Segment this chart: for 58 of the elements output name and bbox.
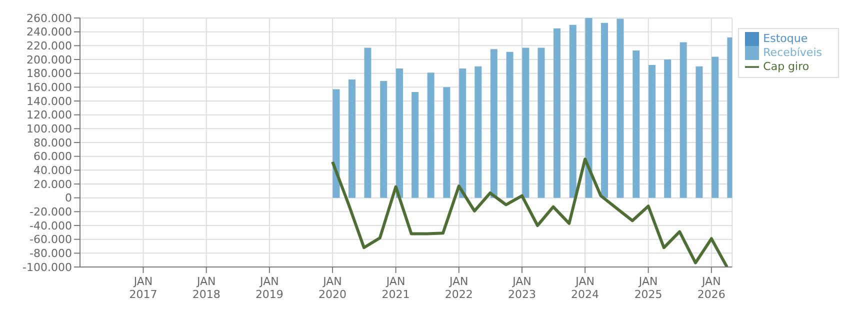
bar [680, 42, 687, 198]
bar [348, 80, 356, 198]
y-tick-label: 0 [65, 192, 72, 205]
bar [364, 48, 372, 198]
x-tick-label: JAN 2020 [318, 275, 347, 301]
y-tick-label: -40.000 [30, 219, 72, 232]
x-tick-label: JAN 2018 [192, 275, 220, 301]
bar [538, 48, 545, 198]
y-tick-label: -80.000 [30, 247, 72, 260]
bar [490, 49, 498, 198]
y-tick-label: 180.000 [26, 67, 72, 80]
bar [601, 22, 608, 198]
y-tick-label: -20.000 [30, 206, 72, 219]
y-tick-label: 220.000 [26, 40, 72, 53]
y-tick-label: 40.000 [34, 164, 72, 178]
x-tick-label: JAN 2017 [129, 275, 158, 301]
bar [569, 24, 576, 198]
legend-label: Estoque [763, 32, 808, 46]
bar [396, 68, 404, 198]
bar [332, 89, 340, 198]
y-tick-label: 240.000 [26, 26, 72, 39]
bar [506, 52, 514, 198]
bar [664, 60, 672, 198]
bar [380, 80, 388, 198]
x-tick-label: JAN 2025 [634, 275, 662, 301]
bar [427, 72, 434, 198]
x-tick-label: JAN 2023 [508, 275, 536, 301]
bar [412, 92, 419, 198]
x-tick-label: JAN 2021 [382, 275, 410, 301]
bar [459, 68, 466, 198]
y-tick-label: -60.000 [30, 233, 72, 246]
bar [696, 66, 703, 198]
y-tick-label: 20.000 [34, 178, 72, 191]
y-tick-label: 160.000 [26, 81, 72, 94]
bar [553, 28, 560, 198]
y-tick-label: 200.000 [26, 53, 72, 66]
bar [443, 87, 450, 198]
y-tick-label: 100.000 [26, 122, 72, 136]
bar [474, 66, 482, 198]
bar [585, 18, 592, 198]
y-tick-label: 60.000 [34, 150, 72, 164]
y-tick-label: 120.000 [26, 108, 72, 122]
bar [712, 56, 719, 198]
x-tick-label: JAN 2022 [444, 275, 473, 301]
bar [648, 65, 656, 198]
y-tick-label: 140.000 [26, 94, 72, 108]
y-tick-label: 260.000 [26, 12, 72, 25]
bar [616, 18, 624, 198]
y-tick-label: -100.000 [22, 260, 72, 274]
x-tick-label: JAN 2024 [571, 275, 600, 301]
bar [632, 50, 640, 198]
legend-label: Cap giro [763, 60, 810, 74]
legend-label: Recebíveis [763, 46, 822, 60]
y-tick-label: 80.000 [34, 136, 72, 150]
x-tick-label: JAN 2019 [255, 275, 284, 301]
line-series [331, 158, 728, 267]
bar [522, 48, 530, 198]
x-tick-label: JAN 2026 [697, 275, 726, 301]
